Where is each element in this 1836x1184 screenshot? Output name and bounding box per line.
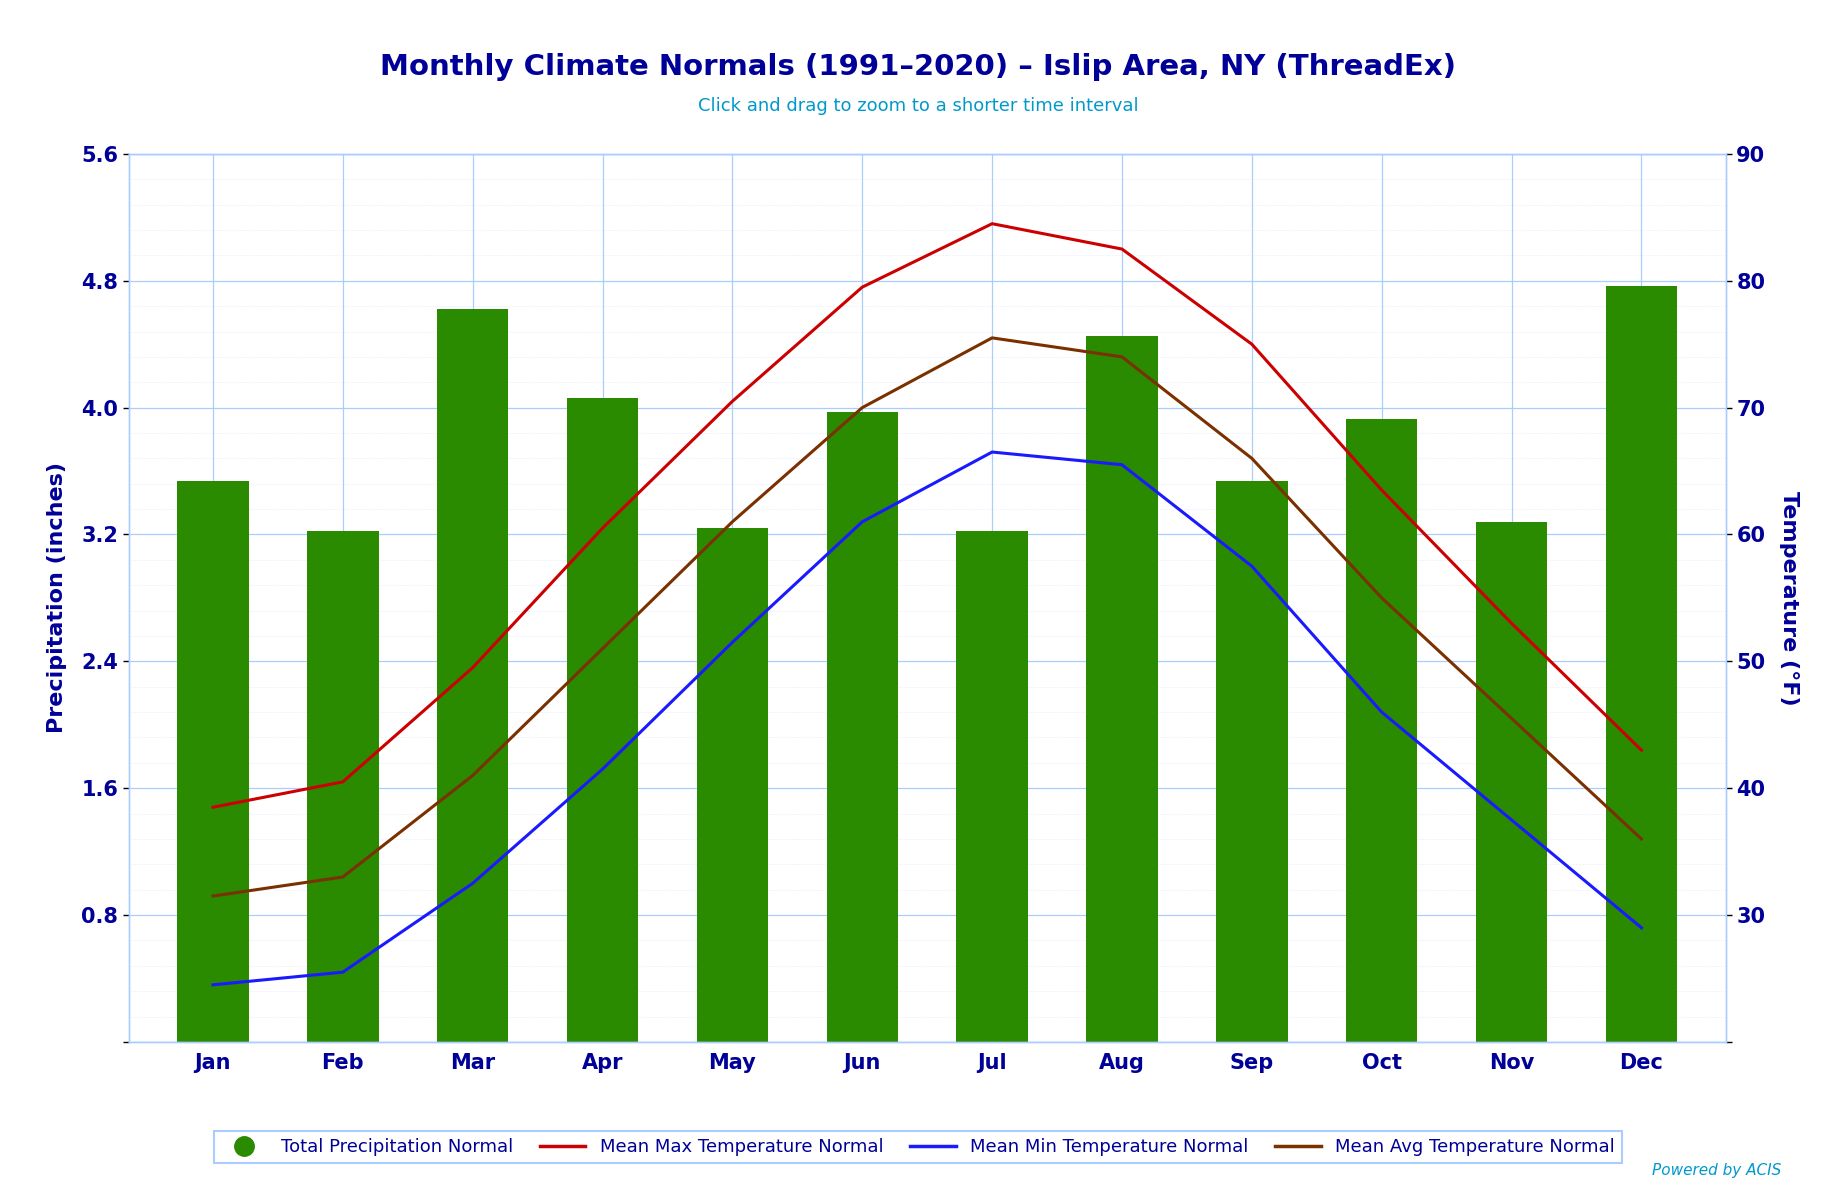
Text: Monthly Climate Normals (1991–2020) – Islip Area, NY (ThreadEx): Monthly Climate Normals (1991–2020) – Is… bbox=[380, 53, 1456, 82]
Bar bbox=[1215, 481, 1287, 1042]
Bar bbox=[1346, 419, 1417, 1042]
Bar bbox=[437, 309, 509, 1042]
Bar bbox=[178, 481, 248, 1042]
Bar bbox=[826, 412, 898, 1042]
Bar bbox=[957, 532, 1028, 1042]
Legend: Total Precipitation Normal, Mean Max Temperature Normal, Mean Min Temperature No: Total Precipitation Normal, Mean Max Tem… bbox=[215, 1131, 1621, 1163]
Bar bbox=[1476, 522, 1548, 1042]
Bar bbox=[1606, 285, 1676, 1042]
Bar bbox=[567, 398, 639, 1042]
Text: Powered by ACIS: Powered by ACIS bbox=[1652, 1163, 1781, 1178]
Bar bbox=[307, 532, 378, 1042]
Bar bbox=[1087, 336, 1159, 1042]
Bar bbox=[696, 528, 767, 1042]
Y-axis label: Precipitation (inches): Precipitation (inches) bbox=[48, 463, 68, 733]
Y-axis label: Temperature (°F): Temperature (°F) bbox=[1779, 490, 1799, 706]
Text: Click and drag to zoom to a shorter time interval: Click and drag to zoom to a shorter time… bbox=[698, 97, 1138, 115]
